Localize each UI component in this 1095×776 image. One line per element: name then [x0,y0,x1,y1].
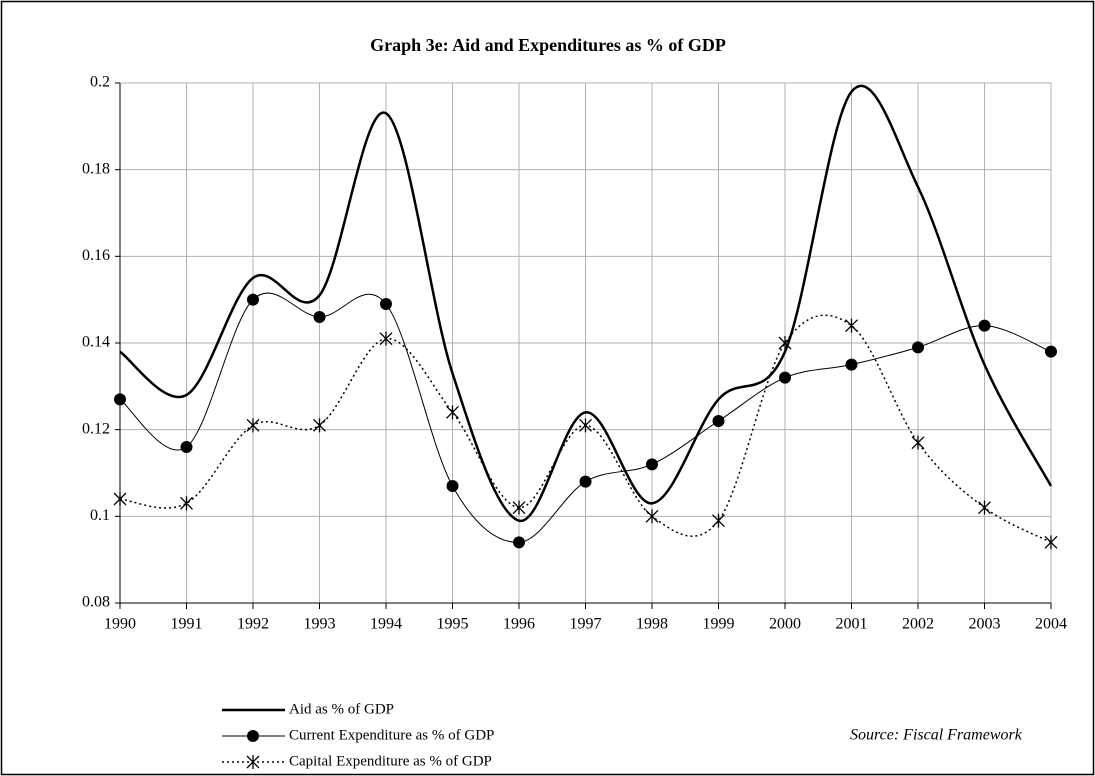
x-tick-label: 1995 [437,616,469,633]
y-tick-label: 0.2 [90,74,110,91]
marker [646,458,658,471]
marker [779,371,791,384]
x-tick-label: 1999 [703,616,735,633]
marker [247,293,259,306]
marker [313,311,326,323]
marker [446,405,459,420]
marker [246,418,260,433]
marker [1044,535,1058,550]
marker [512,500,526,515]
x-tick-label: 1998 [636,616,668,633]
marker [845,318,858,333]
y-tick-label: 0.16 [82,247,110,264]
marker [912,341,924,354]
series-line [119,84,1053,522]
x-tick-label: 1996 [503,616,535,633]
marker [712,415,725,427]
marker [379,331,393,346]
y-tick-label: 0.1 [90,507,110,524]
marker [246,755,260,769]
marker [446,480,459,492]
y-tick-label: 0.14 [82,334,110,351]
legend-label: Capital Expenditure as % of GDP [289,753,492,769]
marker [978,319,991,332]
marker [247,730,259,742]
legend-label: Current Expenditure as % of GDP [289,727,494,743]
marker [712,513,725,528]
marker [778,336,792,350]
marker [313,418,326,433]
marker [513,536,525,549]
legend-label: Aid as % of GDP [289,701,394,717]
x-tick-label: 1994 [370,616,402,633]
x-tick-label: 1997 [570,616,602,633]
y-tick-label: 0.18 [82,160,110,177]
x-tick-label: 2001 [836,616,868,633]
marker [114,393,126,406]
marker [978,500,991,515]
x-tick-label: 2003 [969,616,1001,633]
source-note: Source: Fiscal Framework [850,727,1023,744]
x-tick-label: 2004 [1035,616,1067,633]
marker [113,492,127,506]
x-tick-label: 2000 [769,616,801,633]
marker [579,418,592,433]
x-tick-label: 1992 [237,616,269,633]
y-tick-label: 0.12 [82,420,110,437]
x-tick-label: 1990 [104,616,136,633]
marker [180,441,193,453]
marker [380,298,392,310]
marker [180,496,193,511]
marker [579,475,592,488]
marker [911,435,925,450]
marker [645,509,659,524]
y-tick-label: 0.08 [82,594,110,611]
x-tick-label: 2002 [902,616,934,633]
marker [1045,345,1057,358]
x-tick-label: 1993 [304,616,336,633]
x-tick-label: 1991 [171,616,203,633]
chart-title: Graph 3e: Aid and Expenditures as % of G… [370,35,726,55]
marker [845,358,858,371]
